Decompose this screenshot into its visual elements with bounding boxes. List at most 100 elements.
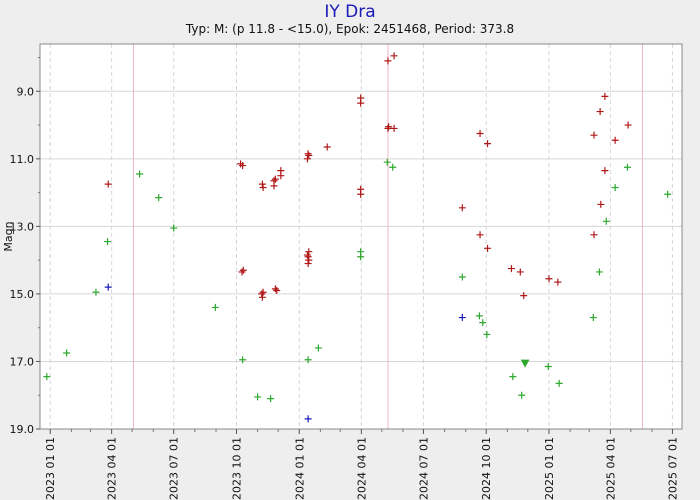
x-tick-label: 2025 07 01 <box>666 437 679 500</box>
ccd-point <box>104 283 112 291</box>
observed-point <box>304 150 312 158</box>
fainter_than-point <box>383 158 391 166</box>
observed-point <box>484 140 492 148</box>
y-tick-label: 13.0 <box>10 220 35 233</box>
fainter_than-point <box>623 163 631 171</box>
y-tick-label: 15.0 <box>10 288 35 301</box>
observed-point <box>554 278 562 286</box>
observed-point <box>104 180 112 188</box>
observed-point <box>357 190 365 198</box>
data-points <box>43 52 672 423</box>
fainter_than-point <box>92 288 100 296</box>
fainter_than-point <box>389 163 397 171</box>
observed-point <box>239 162 247 170</box>
observed-point <box>458 204 466 212</box>
fainter_than-point <box>304 356 312 364</box>
observed-point <box>611 136 619 144</box>
observed-point <box>259 288 267 296</box>
fainter_than-point <box>136 170 144 178</box>
observed-point <box>590 131 598 139</box>
observed-point <box>239 266 247 274</box>
chart-subtitle: Typ: M: (p 11.8 - <15.0), Epok: 2451468,… <box>185 22 515 36</box>
fainter_than-point <box>314 344 322 352</box>
fainter_than-point <box>267 395 275 403</box>
x-tick-label: 2024 07 01 <box>417 437 430 500</box>
observed-point <box>520 292 528 300</box>
observed-point <box>384 57 392 65</box>
grid <box>40 44 682 430</box>
fainter_than-point <box>479 319 487 327</box>
observed-point <box>390 124 398 132</box>
observed-point <box>601 167 609 175</box>
fainter_than-point <box>555 379 563 387</box>
observed-point <box>384 124 392 132</box>
fainter_than-point <box>43 373 51 381</box>
y-tick-label: 19.0 <box>10 423 35 436</box>
fainter_than-point <box>239 356 247 364</box>
x-tick-label: 2023 10 01 <box>230 437 243 500</box>
observed-point <box>258 290 266 298</box>
maxima-lines <box>132 44 643 429</box>
observed-point <box>305 151 313 159</box>
fainter_than-point <box>518 391 526 399</box>
observed-point <box>476 231 484 239</box>
fainter_than-point <box>664 190 672 198</box>
fainter_than-point <box>602 217 610 225</box>
fainter-than-triangle-point <box>520 359 530 368</box>
observed-point <box>385 123 393 131</box>
y-tick-label: 9.0 <box>17 85 35 98</box>
observed-point <box>258 293 266 301</box>
fainter_than-point <box>104 238 112 246</box>
ccd-point <box>304 415 312 423</box>
y-axis-label: Magn <box>2 221 15 251</box>
observed-point <box>516 268 524 276</box>
observed-point <box>390 52 398 60</box>
y-tick-label: 11.0 <box>10 153 35 166</box>
chart-title: IY Dra <box>324 2 376 22</box>
fainter_than-point <box>544 363 552 371</box>
fainter_than-point <box>170 224 178 232</box>
fainter_than-point <box>509 373 517 381</box>
observed-point <box>258 180 266 188</box>
y-tick-label: 17.0 <box>10 355 35 368</box>
observed-point <box>357 99 365 107</box>
observed-point <box>304 260 312 268</box>
fainter_than-point <box>611 184 619 192</box>
observed-point <box>545 275 553 283</box>
x-tick-label: 2024 04 01 <box>355 437 368 500</box>
observed-point <box>303 251 311 259</box>
fainter_than-point <box>155 194 163 202</box>
observed-point <box>476 129 484 137</box>
axes: 9.0 11.0 13.0 15.0 17.0 19.0 2023 01 01 2023 04… <box>10 57 679 500</box>
x-tick-label: 2023 01 01 <box>44 437 57 500</box>
observed-point <box>484 244 492 252</box>
observed-point <box>271 175 279 183</box>
x-tick-label: 2024 01 01 <box>293 437 306 500</box>
ccd-point <box>458 314 466 322</box>
x-tick-label: 2025 01 01 <box>543 437 556 500</box>
observed-point <box>305 256 313 264</box>
x-tick-label: 2025 04 01 <box>604 437 617 500</box>
observed-point <box>590 231 598 239</box>
observed-point <box>601 92 609 100</box>
observed-point <box>624 121 632 129</box>
observed-point <box>238 268 246 276</box>
observed-point <box>596 108 604 116</box>
observed-point <box>597 200 605 208</box>
x-tick-label: 2023 04 01 <box>106 437 119 500</box>
observed-point <box>271 285 279 293</box>
fainter_than-point <box>357 253 365 261</box>
x-tick-label: 2024 10 01 <box>480 437 493 500</box>
observed-point <box>305 248 313 256</box>
fainter_than-point <box>458 273 466 281</box>
observed-point <box>323 143 331 151</box>
x-tick-label: 2023 07 01 <box>168 437 181 500</box>
fainter_than-point <box>483 330 491 338</box>
observed-point <box>273 287 281 295</box>
fainter_than-point <box>589 314 597 322</box>
fainter_than-point <box>254 393 262 401</box>
observed-point <box>304 253 312 261</box>
observed-point <box>277 167 285 175</box>
fainter_than-point <box>475 312 483 320</box>
